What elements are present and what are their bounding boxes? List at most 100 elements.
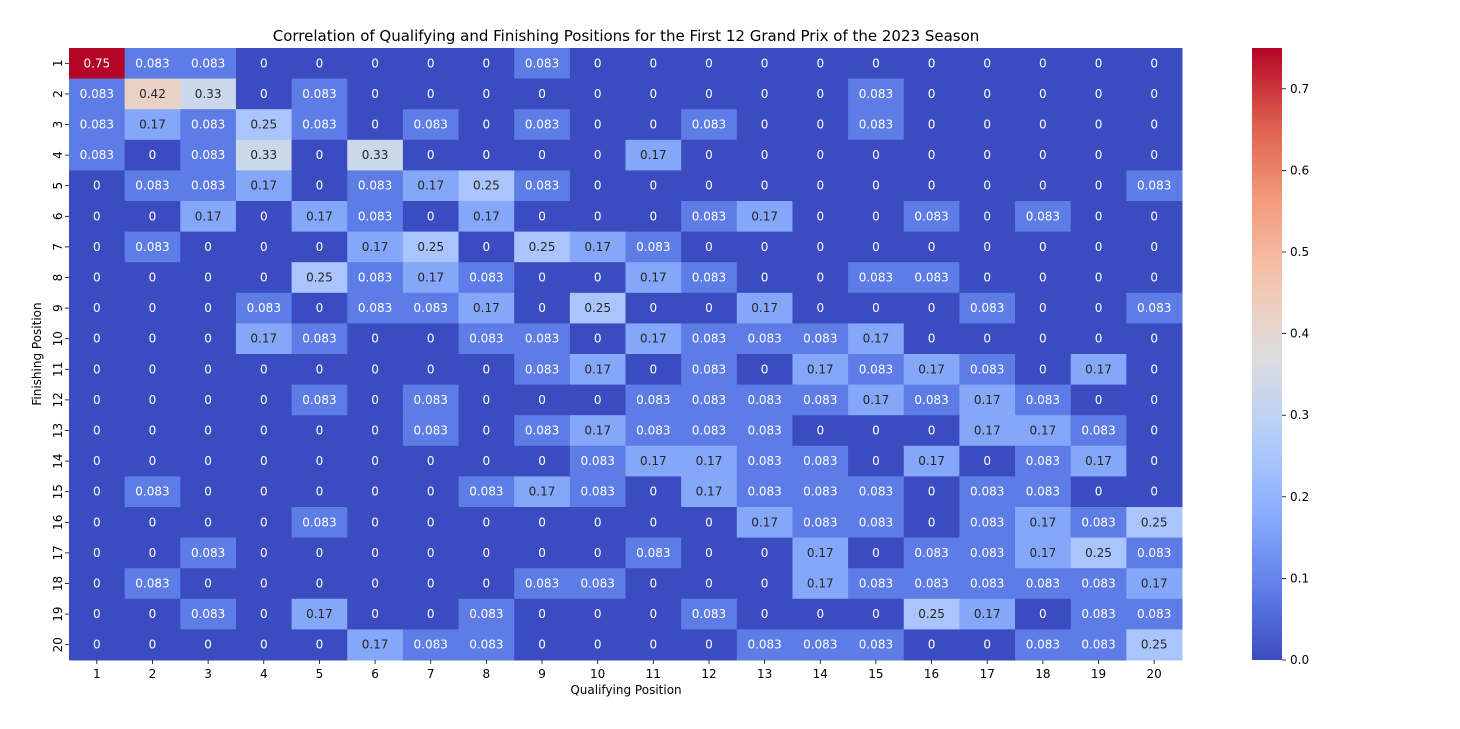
- heatmap-cell: [1126, 598, 1183, 630]
- cell-value-label: 0.083: [1081, 577, 1115, 591]
- y-tick-label: 6: [51, 212, 65, 220]
- heatmap-cell: [347, 48, 404, 80]
- cell-value-label: 0: [204, 301, 212, 315]
- cell-value-label: 0: [316, 485, 324, 499]
- cell-value-label: 0.083: [302, 515, 336, 529]
- heatmap-cell: [625, 598, 682, 630]
- heatmap-cell: [736, 598, 793, 630]
- cell-value-label: 0.33: [250, 148, 277, 162]
- cell-value-label: 0: [149, 454, 157, 468]
- cell-value-label: 0: [1039, 179, 1047, 193]
- cell-value-label: 0: [483, 240, 491, 254]
- heatmap-cell: [402, 323, 460, 355]
- heatmap-cell: [1126, 629, 1183, 661]
- cell-value-label: 0: [650, 209, 658, 223]
- heatmap-cell: [235, 201, 293, 233]
- cell-value-label: 0.17: [306, 209, 333, 223]
- cell-value-label: 0.083: [525, 332, 559, 346]
- cell-value-label: 0: [371, 87, 379, 101]
- cell-value-label: 0: [149, 546, 157, 560]
- cell-value-label: 0: [928, 332, 936, 346]
- x-tick-label: 2: [149, 667, 157, 681]
- heatmap-cell: [959, 78, 1016, 110]
- cell-value-label: 0: [204, 332, 212, 346]
- heatmap-cell: [124, 78, 181, 110]
- cell-value-label: 0.083: [580, 485, 614, 499]
- heatmap-cell: [347, 262, 404, 294]
- heatmap-cell: [291, 476, 348, 508]
- cell-value-label: 0: [149, 607, 157, 621]
- heatmap-cell: [569, 445, 626, 477]
- cell-value-label: 0.083: [247, 301, 281, 315]
- heatmap-cell: [569, 109, 626, 141]
- cell-value-label: 0: [427, 485, 435, 499]
- heatmap-cell: [903, 139, 960, 171]
- cell-value-label: 0: [594, 148, 602, 162]
- cell-value-label: 0: [260, 485, 268, 499]
- cell-value-label: 0: [761, 607, 769, 621]
- cell-value-label: 0.17: [362, 240, 389, 254]
- x-tick-label: 17: [980, 667, 995, 681]
- cell-value-label: 0: [872, 179, 880, 193]
- cell-value-label: 0: [204, 393, 212, 407]
- heatmap-cell: [402, 262, 460, 294]
- cell-value-label: 0: [1150, 332, 1158, 346]
- x-axis-label: Qualifying Position: [570, 683, 681, 697]
- cell-value-label: 0: [316, 362, 324, 376]
- cell-value-label: 0.083: [580, 454, 614, 468]
- heatmap-cell: [291, 537, 348, 569]
- cell-value-label: 0: [761, 179, 769, 193]
- cell-value-label: 0: [983, 56, 991, 70]
- heatmap-cell: [1015, 139, 1072, 171]
- cell-value-label: 0.083: [692, 393, 726, 407]
- heatmap-cell: [792, 507, 849, 539]
- heatmap-cell: [458, 629, 515, 661]
- heatmap-cell: [792, 170, 849, 202]
- heatmap-cell: [625, 629, 682, 661]
- cell-value-label: 0: [1095, 332, 1103, 346]
- colorbar-tick-label: 0.3: [1290, 408, 1309, 422]
- cell-value-label: 0.083: [914, 546, 948, 560]
- cell-value-label: 0: [1150, 271, 1158, 285]
- heatmap-cell: [235, 629, 293, 661]
- cell-value-label: 0.083: [80, 148, 114, 162]
- cell-value-label: 0.083: [414, 301, 448, 315]
- cell-value-label: 0.25: [1141, 638, 1168, 652]
- heatmap-cell: [903, 292, 960, 324]
- cell-value-label: 0: [204, 424, 212, 438]
- cell-value-label: 0: [538, 638, 546, 652]
- cell-value-label: 0: [483, 454, 491, 468]
- cell-value-label: 0: [650, 638, 658, 652]
- heatmap-cell: [792, 231, 849, 263]
- cell-value-label: 0.083: [1137, 546, 1171, 560]
- heatmap-cell: [569, 292, 626, 324]
- cell-value-label: 0.17: [139, 118, 166, 132]
- cell-value-label: 0.17: [473, 209, 500, 223]
- heatmap-cell: [681, 568, 738, 600]
- cell-value-label: 0: [371, 607, 379, 621]
- heatmap-cell: [124, 201, 181, 233]
- cell-value-label: 0: [149, 515, 157, 529]
- cell-value-label: 0.083: [636, 424, 670, 438]
- heatmap-cell: [402, 201, 460, 233]
- heatmap-cell: [1015, 201, 1072, 233]
- heatmap-cell: [1126, 231, 1183, 263]
- cell-value-label: 0: [204, 485, 212, 499]
- cell-value-label: 0: [705, 638, 713, 652]
- heatmap-cell: [792, 139, 849, 171]
- heatmap-cell: [235, 384, 293, 416]
- heatmap-cell: [291, 384, 348, 416]
- heatmap-cell: [458, 445, 515, 477]
- heatmap-cell: [402, 109, 460, 141]
- cell-value-label: 0: [371, 454, 379, 468]
- heatmap-cell: [625, 354, 682, 386]
- cell-value-label: 0.083: [525, 577, 559, 591]
- heatmap-cell: [736, 537, 793, 569]
- cell-value-label: 0: [1095, 148, 1103, 162]
- heatmap-cell: [1070, 170, 1127, 202]
- cell-value-label: 0: [816, 56, 824, 70]
- cell-value-label: 0.083: [469, 638, 503, 652]
- heatmap-cell: [291, 78, 348, 110]
- cell-value-label: 0: [371, 118, 379, 132]
- cell-value-label: 0: [594, 607, 602, 621]
